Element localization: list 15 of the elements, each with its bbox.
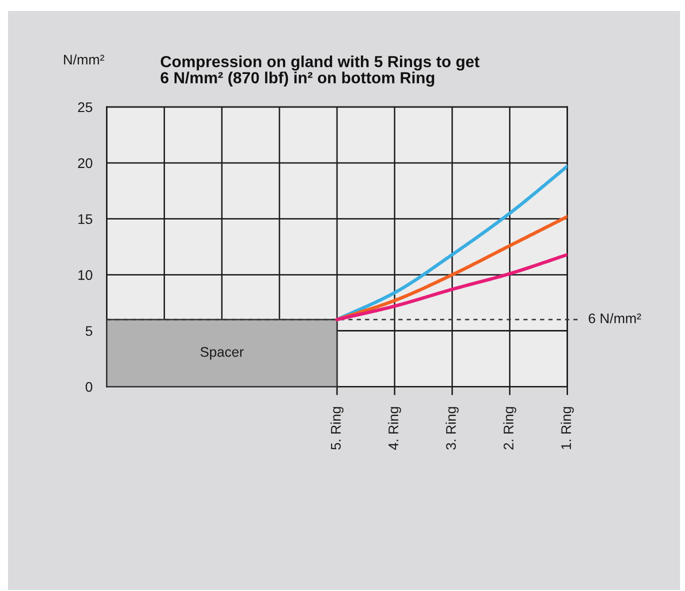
y-tick-label: 25: [78, 102, 92, 112]
y-tick-label: 5: [86, 326, 92, 336]
chart-title: Compression on gland with 5 Rings to get 6 N/mm² (870 lbf) in² on bottom Ring: [160, 56, 480, 87]
y-tick-label: 15: [78, 214, 92, 224]
ref-line-label: 6 N/mm²: [588, 313, 642, 324]
x-tick-label: 1. Ring: [560, 407, 574, 450]
y-tick-label: 20: [78, 158, 92, 168]
x-tick-label: 2. Ring: [503, 407, 516, 450]
y-tick-label: 0: [86, 382, 92, 392]
x-tick-label: 5. Ring: [330, 407, 344, 450]
series-label: Spacer: [200, 347, 244, 360]
y-axis-title: N/mm²: [64, 54, 104, 65]
y-tick-label: 10: [78, 270, 92, 280]
x-tick-label: 4. Ring: [388, 407, 402, 450]
x-tick-label: 3. Ring: [446, 407, 459, 450]
